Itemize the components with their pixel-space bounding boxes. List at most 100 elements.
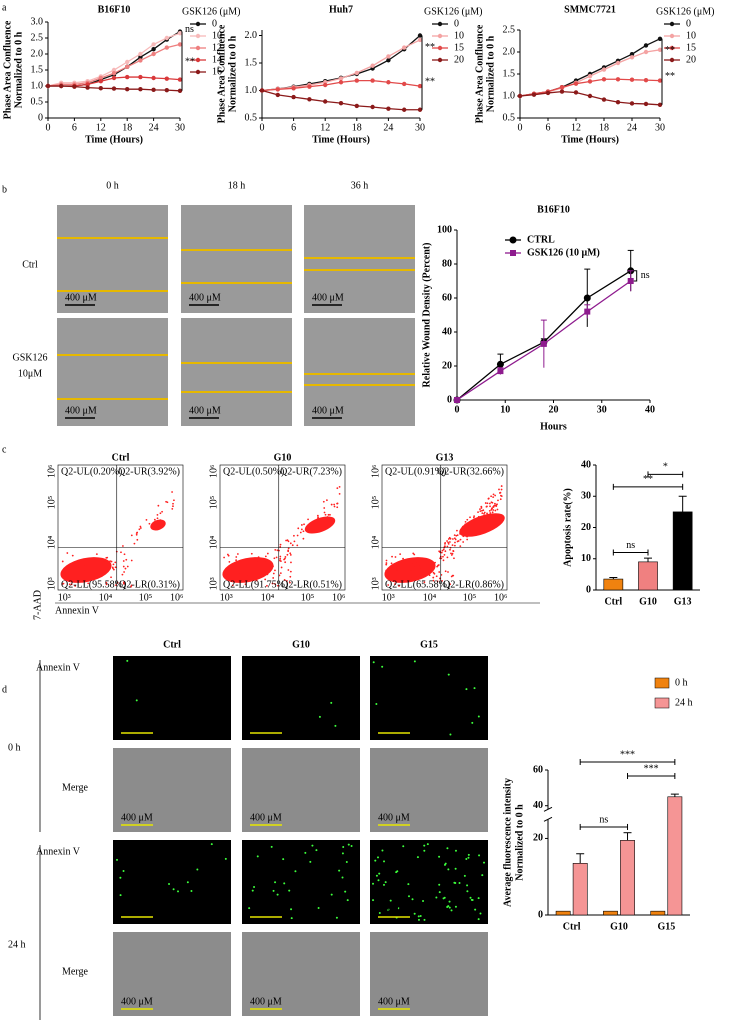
- cell-dot: [290, 561, 292, 564]
- cell-dot: [447, 571, 449, 573]
- cell-dot: [418, 567, 421, 569]
- cell-dot: [449, 537, 452, 540]
- x-tick-label: 30: [597, 404, 607, 415]
- cell-dot: [443, 545, 446, 548]
- cell-dot: [385, 562, 388, 564]
- cell-dot: [336, 502, 338, 505]
- scale-bar-label: 400 μM: [312, 292, 344, 303]
- cell-dot: [279, 555, 282, 558]
- annotation: **: [425, 76, 435, 87]
- chart-title: SMMC7721: [564, 4, 616, 15]
- marker: [307, 84, 312, 89]
- marker: [417, 33, 423, 38]
- panel-letter: a: [2, 2, 7, 13]
- cell-dot: [480, 505, 483, 508]
- cell-dot: [399, 553, 402, 556]
- cell-dot: [412, 566, 415, 569]
- cell-dot: [280, 566, 283, 569]
- cell-dot: [135, 533, 138, 536]
- marker: [45, 83, 51, 89]
- y-tick-label: 3.0: [31, 16, 44, 27]
- legend-marker: [669, 21, 675, 27]
- cell-dot: [171, 491, 173, 493]
- cell-dot: [287, 549, 290, 552]
- y-tick-label: 0: [38, 112, 43, 123]
- stained-cell: [447, 868, 450, 871]
- x-tick-label: Ctrl: [604, 596, 622, 607]
- y-tick-label: 10³: [46, 577, 57, 590]
- marker: [259, 88, 265, 93]
- legend-marker: [437, 57, 443, 63]
- cell-dot: [69, 568, 72, 571]
- stained-cell: [318, 715, 321, 718]
- cell-dot: [70, 575, 73, 578]
- marker: [307, 97, 312, 102]
- cell-dot: [391, 566, 394, 568]
- legend-label: 0 h: [675, 677, 688, 688]
- scale-bar-label: 400 μM: [378, 904, 410, 915]
- marker: [643, 77, 649, 83]
- bar: [667, 796, 683, 916]
- marker: [629, 52, 635, 57]
- marker: [72, 84, 77, 89]
- marker: [402, 81, 407, 87]
- cell-dot: [250, 558, 253, 561]
- x-tick-label: 10⁴: [261, 592, 275, 603]
- cell-dot: [121, 573, 124, 576]
- y-axis-label: Phase Area Confluence: [474, 24, 485, 123]
- marker: [354, 70, 359, 76]
- cell-dot: [490, 495, 493, 498]
- cell-dot: [244, 583, 247, 586]
- stained-cell: [447, 905, 450, 908]
- legend-label: GSK126 (10 μM): [527, 247, 600, 258]
- cell-dot: [454, 541, 456, 544]
- cell-dot: [488, 502, 491, 505]
- marker: [615, 77, 621, 82]
- cell-dot: [126, 565, 129, 568]
- cell-dot: [419, 565, 422, 568]
- cell-dot: [410, 570, 413, 573]
- y-axis-label: Normalized to 0 h: [13, 31, 24, 108]
- cell-dot: [435, 575, 438, 578]
- cell-dot: [413, 553, 416, 556]
- cell-dot: [284, 561, 287, 564]
- panel-letter: d: [2, 684, 7, 695]
- cell-dot: [112, 563, 115, 566]
- micrograph: [370, 656, 488, 740]
- annotation: **: [665, 45, 675, 56]
- bracket: [633, 270, 638, 282]
- cell-dot: [231, 584, 234, 587]
- cell-dot: [111, 566, 114, 569]
- y-tick-label: 10³: [208, 577, 219, 590]
- cell-dot: [171, 507, 174, 510]
- marker: [125, 64, 130, 70]
- cell-dot: [226, 572, 229, 575]
- cell-dot: [473, 515, 476, 518]
- cell-dot: [285, 539, 287, 542]
- stained-cell: [438, 883, 441, 886]
- stained-cell: [251, 889, 254, 892]
- stained-cell: [372, 899, 375, 902]
- stained-cell: [417, 915, 420, 918]
- y-tick-label: 10⁶: [208, 464, 219, 478]
- cell-dot: [286, 580, 288, 582]
- stained-cell: [341, 876, 344, 879]
- marker: [615, 60, 621, 66]
- cell-dot: [492, 496, 495, 498]
- cell-dot: [68, 583, 71, 586]
- scale-bar-label: 400 μM: [121, 996, 153, 1007]
- cell-dot: [268, 566, 271, 569]
- x-tick-label: 6: [72, 122, 77, 133]
- cell-dot: [451, 538, 454, 540]
- marker: [138, 74, 143, 80]
- cell-dot: [425, 573, 427, 576]
- stained-cell: [481, 874, 484, 877]
- cell-dot: [289, 575, 292, 578]
- legend-marker: [195, 69, 201, 75]
- stained-cell: [290, 908, 293, 911]
- annotation: ***: [620, 749, 635, 760]
- x-tick-label: 18: [122, 122, 132, 133]
- cell-dot: [102, 564, 104, 566]
- marker: [125, 59, 130, 65]
- quadrant-label: Q2-LR(0.86%): [443, 579, 504, 590]
